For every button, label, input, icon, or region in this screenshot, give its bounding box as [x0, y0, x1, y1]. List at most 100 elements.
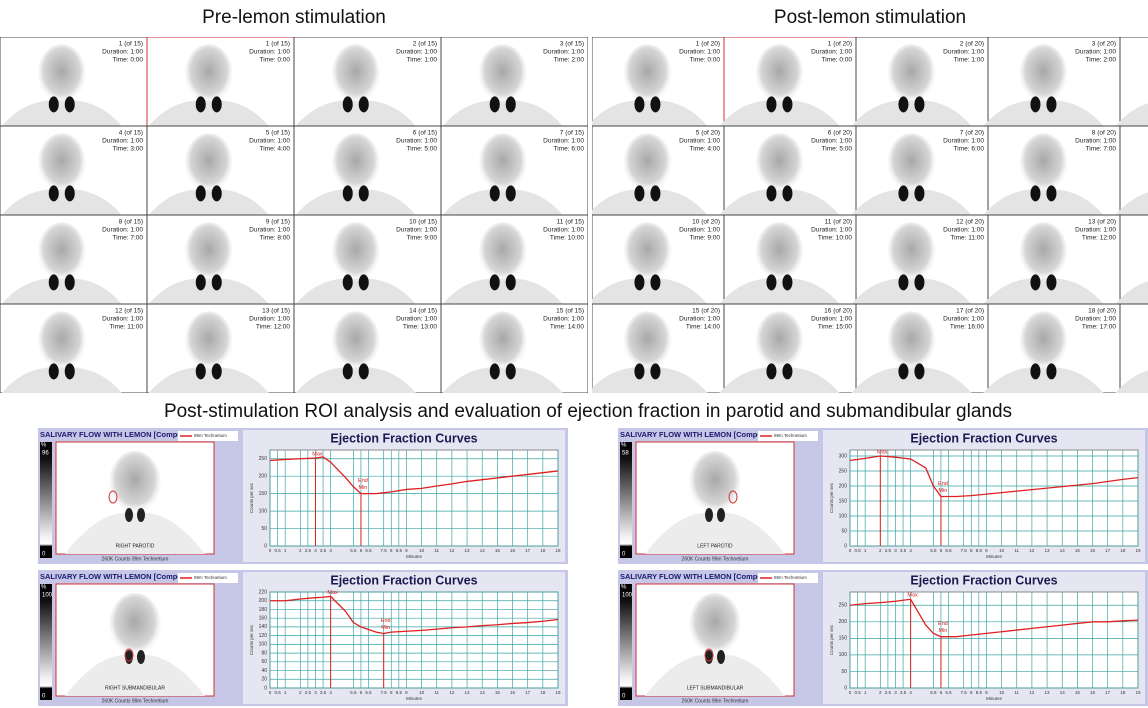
y-tick-label: 50: [261, 526, 267, 532]
tile-time: Time: 13:00: [403, 324, 437, 331]
tile-frame: 15 (of 15): [556, 308, 584, 315]
marker-label: Max: [327, 590, 338, 596]
y-axis-label: Counts per sec: [249, 624, 254, 655]
head: [185, 44, 233, 104]
tile-frame: 13 (of 20): [1088, 219, 1116, 226]
y-tick-label: 0: [844, 543, 847, 549]
tile-duration: Duration: 1:00: [102, 138, 143, 145]
head: [623, 133, 671, 193]
x-tick-label: 19: [555, 548, 561, 553]
y-tick-label: 60: [261, 659, 267, 665]
chart-title: Ejection Fraction Curves: [330, 573, 477, 587]
tile-frame: 12 (of 15): [115, 308, 143, 315]
head: [185, 222, 233, 282]
tile-duration: Duration: 1:00: [679, 49, 720, 56]
x-tick-label: 16: [510, 548, 516, 553]
x-tick-label: 0.5: [274, 690, 281, 695]
y-tick-label: 140: [259, 624, 268, 630]
x-tick-label: 10: [419, 548, 425, 553]
tile-duration: Duration: 1:00: [1075, 316, 1116, 323]
x-tick-label: 5.5: [350, 548, 357, 553]
scale-top: 58: [622, 451, 629, 457]
tile-time: Time: 2:00: [554, 57, 585, 64]
head: [109, 451, 161, 515]
tile-time: Time: 17:00: [1082, 324, 1116, 331]
x-tick-label: 0.5: [854, 690, 861, 695]
x-tick-label: 12: [449, 548, 455, 553]
head: [755, 222, 803, 282]
head: [887, 222, 935, 282]
tile-time: Time: 3:00: [113, 146, 144, 153]
scale-percent: %: [41, 443, 47, 449]
x-tick-label: 16: [510, 690, 516, 695]
marker-label: End: [938, 481, 948, 487]
panel-title: Post-lemon stimulation: [774, 7, 966, 28]
x-tick-label: 7.5: [381, 690, 388, 695]
gland: [506, 185, 516, 201]
tile-time: Time: 6:00: [554, 146, 585, 153]
x-tick-label: 2.5: [885, 548, 892, 553]
marker-label: Max: [312, 451, 323, 457]
gland: [717, 650, 725, 664]
y-tick-label: 40: [261, 668, 267, 674]
head: [1019, 133, 1067, 193]
tile-frame: 2 (of 20): [960, 41, 984, 48]
gland: [359, 185, 369, 201]
gland: [196, 96, 206, 112]
gland: [212, 96, 222, 112]
x-tick-label: 15: [1075, 548, 1081, 553]
plot-area: [270, 450, 558, 546]
tile-duration: Duration: 1:00: [543, 316, 584, 323]
gland: [137, 650, 145, 664]
head: [479, 133, 527, 193]
gland: [490, 96, 500, 112]
legend-label: 99m Technetium: [194, 433, 227, 438]
tile-duration: Duration: 1:00: [249, 49, 290, 56]
tile-time: Time: 14:00: [550, 324, 584, 331]
gland: [49, 363, 59, 379]
tile-duration: Duration: 1:00: [396, 316, 437, 323]
tile-frame: 1 (of 20): [828, 41, 852, 48]
tile-frame: 5 (of 20): [696, 130, 720, 137]
gland: [914, 96, 924, 112]
plot-area: [270, 592, 558, 688]
x-tick-label: 2.5: [305, 690, 312, 695]
tile-frame: 7 (of 20): [960, 130, 984, 137]
tile-frame: 16 (of 20): [824, 308, 852, 315]
gland: [65, 96, 75, 112]
x-tick-label: 10: [999, 548, 1005, 553]
x-tick-label: 6.5: [365, 548, 372, 553]
x-tick-label: 15: [495, 690, 501, 695]
head: [887, 311, 935, 371]
figure: Post-stimulation ROI analysis and evalua…: [0, 0, 1148, 708]
y-tick-label: 50: [841, 528, 847, 534]
tile-duration: Duration: 1:00: [1075, 138, 1116, 145]
gland: [766, 185, 776, 201]
x-tick-label: 13: [1045, 690, 1051, 695]
tile-time: Time: 12:00: [256, 324, 290, 331]
head: [1019, 222, 1067, 282]
x-tick-label: 8.5: [976, 690, 983, 695]
tile-time: Time: 10:00: [818, 235, 852, 242]
marker-label: End: [381, 618, 391, 624]
head: [109, 593, 161, 657]
tile-frame: 17 (of 20): [956, 308, 984, 315]
chart-title: Ejection Fraction Curves: [910, 431, 1057, 445]
gland: [898, 274, 908, 290]
x-tick-label: 19: [555, 690, 561, 695]
head: [479, 222, 527, 282]
roi-counts: 260K Counts 99m Technetium: [682, 698, 749, 704]
tile-frame: 12 (of 20): [956, 219, 984, 226]
x-tick-label: 3.5: [900, 690, 907, 695]
tile-time: Time: 11:00: [109, 324, 143, 331]
roi-region: RIGHT PAROTID: [116, 543, 155, 549]
x-tick-label: 7.5: [381, 548, 388, 553]
gland: [506, 96, 516, 112]
gland: [343, 96, 353, 112]
gland: [898, 363, 908, 379]
head: [332, 133, 380, 193]
tile-frame: 13 (of 15): [262, 308, 290, 315]
marker-label: Min: [939, 488, 948, 494]
y-tick-label: 100: [839, 513, 848, 519]
head: [755, 133, 803, 193]
